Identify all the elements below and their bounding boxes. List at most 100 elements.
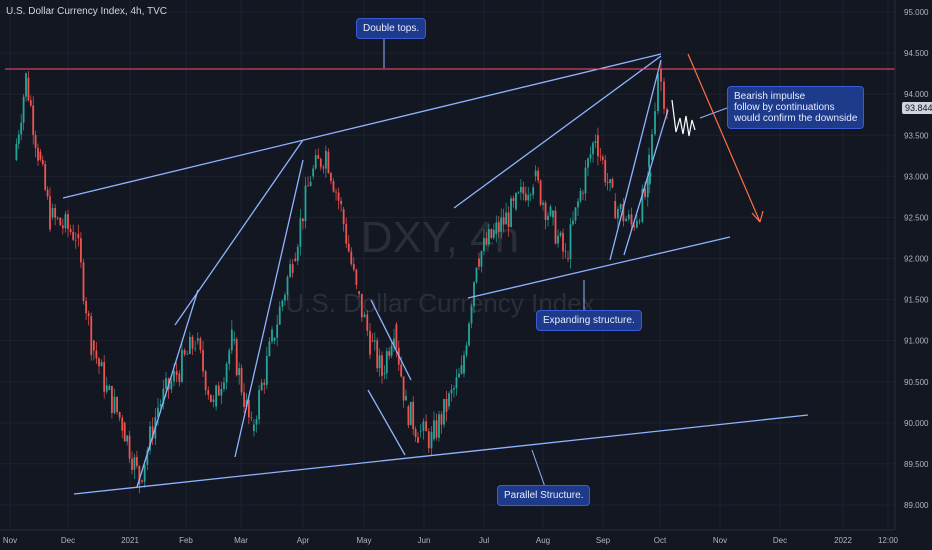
candle-body: [646, 176, 649, 197]
candle-body: [557, 235, 559, 244]
candle-body: [87, 313, 90, 317]
x-tick-label: Aug: [536, 536, 550, 545]
candle-body: [183, 350, 186, 355]
candle-body: [276, 324, 279, 338]
candle-body: [490, 229, 493, 238]
candle-body: [230, 329, 233, 351]
callout-bearish[interactable]: Bearish impulse follow by continuations …: [727, 86, 865, 129]
candle-body: [495, 222, 498, 234]
candle-body: [178, 373, 181, 382]
candle-body: [37, 147, 39, 161]
candle-body: [111, 385, 113, 413]
candle-body: [123, 422, 126, 442]
candle-body: [289, 264, 291, 278]
candle-body: [445, 398, 448, 412]
candle-body: [395, 324, 398, 348]
candle-body: [617, 208, 619, 219]
candle-body: [22, 96, 25, 123]
candle-body: [544, 202, 547, 220]
candle-body: [463, 355, 465, 374]
candle-body: [510, 198, 512, 227]
candle-body: [547, 215, 549, 220]
candle-body: [245, 400, 248, 407]
candle-body: [378, 355, 381, 369]
candle-body: [258, 390, 260, 420]
trendline: [467, 236, 731, 299]
y-tick-label: 90.500: [904, 378, 929, 387]
candle-body: [64, 214, 67, 229]
candle-body: [304, 185, 307, 222]
candle-body: [255, 419, 258, 425]
candle-body: [371, 340, 374, 342]
candle-body: [611, 179, 614, 188]
candle-body: [366, 314, 369, 331]
candle-body: [470, 306, 473, 324]
candle-body: [309, 181, 312, 187]
candle-body: [497, 222, 500, 232]
candle-body: [74, 239, 77, 241]
trendline: [623, 109, 669, 256]
candle-body: [345, 223, 348, 244]
candle-body: [80, 238, 82, 263]
x-tick-label: Jun: [418, 536, 431, 545]
candle-body: [492, 229, 495, 238]
candle-body: [286, 277, 289, 295]
current-price-badge: 93.844: [902, 102, 932, 114]
candle-body: [253, 424, 255, 432]
candle-body: [44, 164, 47, 190]
x-tick-label: Mar: [234, 536, 248, 545]
candle-body: [606, 182, 609, 184]
candle-body: [273, 337, 276, 341]
candle-body: [537, 170, 540, 181]
candle-body: [225, 363, 228, 383]
candle-body: [69, 229, 72, 232]
candle-body: [307, 185, 309, 187]
x-tick-label: Oct: [654, 536, 667, 545]
candle-body: [291, 264, 294, 273]
candle-body: [419, 430, 422, 432]
candle-body: [324, 150, 327, 169]
candle-body: [414, 429, 417, 438]
candle-body: [350, 251, 353, 265]
candle-body: [77, 233, 80, 239]
candle-body: [483, 238, 485, 252]
candle-body: [448, 393, 450, 407]
candle-body: [393, 338, 395, 346]
callout-double-tops[interactable]: Double tops.: [356, 18, 427, 39]
candle-body: [627, 214, 630, 219]
callout-expanding[interactable]: Expanding structure.: [536, 310, 642, 331]
candle-body: [116, 396, 118, 413]
candle-body: [641, 188, 644, 222]
candle-body: [17, 134, 20, 144]
candle-body: [480, 251, 483, 267]
x-tick-label: May: [356, 536, 371, 545]
candle-body: [619, 204, 622, 209]
candle-body: [149, 426, 151, 451]
candle-body: [299, 218, 302, 247]
candle-body: [335, 191, 337, 193]
candle-body: [402, 376, 405, 401]
candle-body: [121, 417, 124, 431]
candle-body: [473, 282, 475, 307]
y-tick-label: 91.000: [904, 337, 929, 346]
candle-body: [202, 349, 204, 372]
candle-body: [113, 396, 116, 413]
x-tick-label: Nov: [713, 536, 727, 545]
candle-body: [135, 457, 138, 466]
candle-body: [330, 173, 332, 182]
candle-body: [657, 73, 659, 112]
candle-body: [579, 190, 582, 202]
callout-parallel[interactable]: Parallel Structure.: [497, 485, 591, 506]
candle-body: [191, 336, 194, 349]
candle-body: [505, 212, 508, 225]
candle-body: [56, 217, 59, 219]
candle-body: [584, 167, 587, 194]
candle-body: [373, 340, 376, 342]
candle-body: [105, 385, 108, 392]
candle-body: [622, 204, 625, 222]
candle-body: [67, 214, 69, 230]
candle-body: [240, 368, 243, 393]
candle-body: [360, 293, 363, 318]
candle-body: [146, 450, 149, 465]
